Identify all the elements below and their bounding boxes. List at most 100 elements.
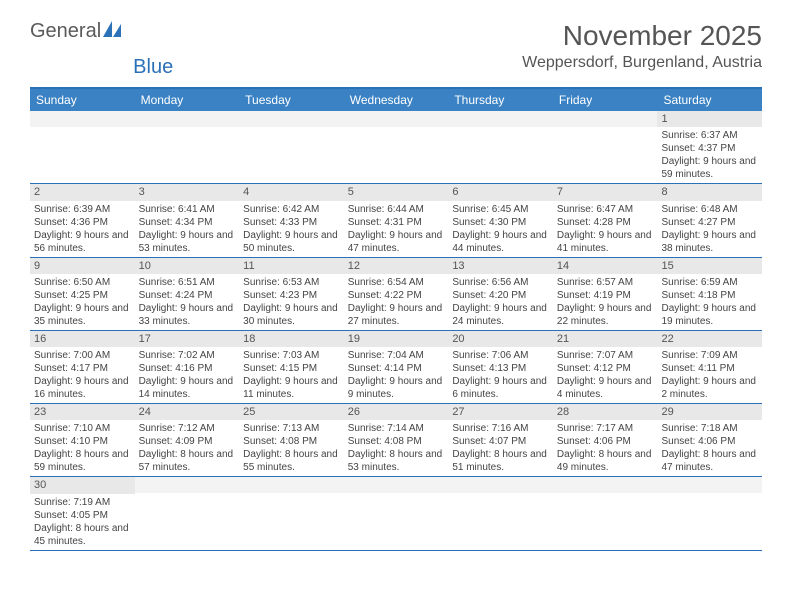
sunset-text: Sunset: 4:37 PM [661, 142, 758, 155]
day-number: 11 [239, 258, 344, 274]
day-number [30, 111, 135, 127]
sunset-text: Sunset: 4:36 PM [34, 216, 131, 229]
day-cell: 4Sunrise: 6:42 AMSunset: 4:33 PMDaylight… [239, 184, 344, 256]
location-text: Weppersdorf, Burgenland, Austria [522, 54, 762, 72]
daylight-text: Daylight: 9 hours and 44 minutes. [452, 229, 549, 255]
title-block: November 2025 Weppersdorf, Burgenland, A… [522, 20, 762, 72]
sunset-text: Sunset: 4:34 PM [139, 216, 236, 229]
day-number [553, 477, 658, 493]
sunrise-text: Sunrise: 6:47 AM [557, 203, 654, 216]
sunset-text: Sunset: 4:09 PM [139, 435, 236, 448]
day-header: Sunday [30, 89, 135, 111]
day-number: 19 [344, 331, 449, 347]
sunset-text: Sunset: 4:16 PM [139, 362, 236, 375]
sunrise-text: Sunrise: 6:50 AM [34, 276, 131, 289]
day-number: 13 [448, 258, 553, 274]
day-number: 21 [553, 331, 658, 347]
day-number [657, 477, 762, 493]
logo-text-a: General [30, 20, 101, 43]
day-number: 7 [553, 184, 658, 200]
sunrise-text: Sunrise: 7:17 AM [557, 422, 654, 435]
sunrise-text: Sunrise: 7:03 AM [243, 349, 340, 362]
day-number: 14 [553, 258, 658, 274]
daylight-text: Daylight: 9 hours and 27 minutes. [348, 302, 445, 328]
daylight-text: Daylight: 9 hours and 11 minutes. [243, 375, 340, 401]
sunrise-text: Sunrise: 7:07 AM [557, 349, 654, 362]
day-cell [135, 111, 240, 183]
day-number: 2 [30, 184, 135, 200]
sunset-text: Sunset: 4:24 PM [139, 289, 236, 302]
sunrise-text: Sunrise: 6:48 AM [661, 203, 758, 216]
sail-icon [103, 20, 121, 43]
week-row: 30Sunrise: 7:19 AMSunset: 4:05 PMDayligh… [30, 477, 762, 550]
day-cell: 12Sunrise: 6:54 AMSunset: 4:22 PMDayligh… [344, 258, 449, 330]
calendar: SundayMondayTuesdayWednesdayThursdayFrid… [30, 87, 762, 551]
day-cell: 20Sunrise: 7:06 AMSunset: 4:13 PMDayligh… [448, 331, 553, 403]
day-number [135, 477, 240, 493]
sunset-text: Sunset: 4:31 PM [348, 216, 445, 229]
day-number: 18 [239, 331, 344, 347]
day-header: Thursday [448, 89, 553, 111]
daylight-text: Daylight: 9 hours and 6 minutes. [452, 375, 549, 401]
day-number: 10 [135, 258, 240, 274]
day-cell: 17Sunrise: 7:02 AMSunset: 4:16 PMDayligh… [135, 331, 240, 403]
day-cell: 5Sunrise: 6:44 AMSunset: 4:31 PMDaylight… [344, 184, 449, 256]
day-cell: 30Sunrise: 7:19 AMSunset: 4:05 PMDayligh… [30, 477, 135, 549]
sunrise-text: Sunrise: 6:42 AM [243, 203, 340, 216]
sunset-text: Sunset: 4:12 PM [557, 362, 654, 375]
day-number: 12 [344, 258, 449, 274]
day-header: Wednesday [344, 89, 449, 111]
day-number: 28 [553, 404, 658, 420]
page-title: November 2025 [522, 20, 762, 52]
sunset-text: Sunset: 4:11 PM [661, 362, 758, 375]
week-row: 2Sunrise: 6:39 AMSunset: 4:36 PMDaylight… [30, 184, 762, 257]
sunset-text: Sunset: 4:27 PM [661, 216, 758, 229]
day-number: 15 [657, 258, 762, 274]
day-cell: 27Sunrise: 7:16 AMSunset: 4:07 PMDayligh… [448, 404, 553, 476]
daylight-text: Daylight: 8 hours and 49 minutes. [557, 448, 654, 474]
sunset-text: Sunset: 4:14 PM [348, 362, 445, 375]
day-number: 6 [448, 184, 553, 200]
day-cell: 26Sunrise: 7:14 AMSunset: 4:08 PMDayligh… [344, 404, 449, 476]
sunrise-text: Sunrise: 6:59 AM [661, 276, 758, 289]
day-number: 1 [657, 111, 762, 127]
day-number [344, 477, 449, 493]
day-number: 27 [448, 404, 553, 420]
daylight-text: Daylight: 9 hours and 22 minutes. [557, 302, 654, 328]
daylight-text: Daylight: 9 hours and 14 minutes. [139, 375, 236, 401]
sunset-text: Sunset: 4:08 PM [243, 435, 340, 448]
day-cell: 1Sunrise: 6:37 AMSunset: 4:37 PMDaylight… [657, 111, 762, 183]
day-header: Monday [135, 89, 240, 111]
day-cell: 2Sunrise: 6:39 AMSunset: 4:36 PMDaylight… [30, 184, 135, 256]
sunset-text: Sunset: 4:30 PM [452, 216, 549, 229]
sunrise-text: Sunrise: 7:09 AM [661, 349, 758, 362]
day-cell: 9Sunrise: 6:50 AMSunset: 4:25 PMDaylight… [30, 258, 135, 330]
sunset-text: Sunset: 4:05 PM [34, 509, 131, 522]
daylight-text: Daylight: 9 hours and 41 minutes. [557, 229, 654, 255]
day-cell [135, 477, 240, 549]
sunrise-text: Sunrise: 6:54 AM [348, 276, 445, 289]
sunset-text: Sunset: 4:06 PM [661, 435, 758, 448]
daylight-text: Daylight: 8 hours and 51 minutes. [452, 448, 549, 474]
sunrise-text: Sunrise: 6:56 AM [452, 276, 549, 289]
day-cell: 18Sunrise: 7:03 AMSunset: 4:15 PMDayligh… [239, 331, 344, 403]
daylight-text: Daylight: 8 hours and 55 minutes. [243, 448, 340, 474]
sunset-text: Sunset: 4:20 PM [452, 289, 549, 302]
day-number [344, 111, 449, 127]
daylight-text: Daylight: 8 hours and 45 minutes. [34, 522, 131, 548]
day-number: 22 [657, 331, 762, 347]
logo: General [30, 20, 121, 43]
day-cell [553, 477, 658, 549]
day-number [448, 111, 553, 127]
day-cell: 19Sunrise: 7:04 AMSunset: 4:14 PMDayligh… [344, 331, 449, 403]
daylight-text: Daylight: 9 hours and 30 minutes. [243, 302, 340, 328]
day-cell [657, 477, 762, 549]
sunrise-text: Sunrise: 7:12 AM [139, 422, 236, 435]
week-row: 16Sunrise: 7:00 AMSunset: 4:17 PMDayligh… [30, 331, 762, 404]
daylight-text: Daylight: 9 hours and 4 minutes. [557, 375, 654, 401]
sunrise-text: Sunrise: 6:45 AM [452, 203, 549, 216]
day-number: 17 [135, 331, 240, 347]
daylight-text: Daylight: 9 hours and 33 minutes. [139, 302, 236, 328]
sunset-text: Sunset: 4:28 PM [557, 216, 654, 229]
day-number [135, 111, 240, 127]
